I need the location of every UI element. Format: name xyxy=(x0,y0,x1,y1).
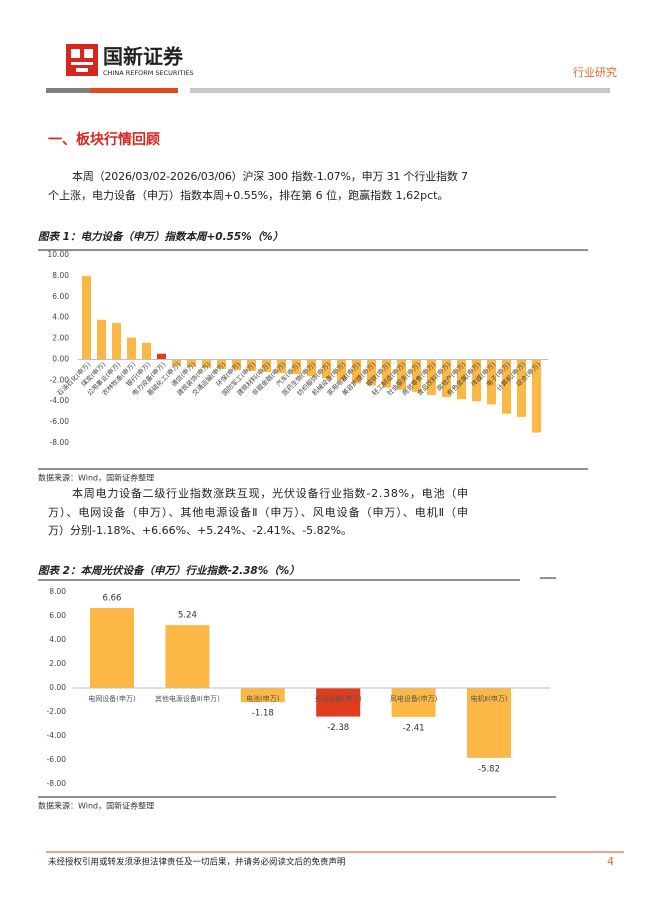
bar xyxy=(322,359,331,379)
bar xyxy=(391,688,436,717)
logo-mark xyxy=(71,49,80,58)
page-number: 4 xyxy=(607,855,614,868)
bar xyxy=(262,359,271,372)
bar xyxy=(442,359,451,398)
paragraph-line: 万）分别-1.18%、+6.66%、+5.24%、-2.41%、-5.82%。 xyxy=(48,524,352,537)
bar xyxy=(277,359,286,374)
y-tick-label: 4.00 xyxy=(52,313,69,322)
y-tick-label: 0.00 xyxy=(52,354,69,363)
paragraph-line: 本周（2026/03/02-2026/03/06）沪深 300 指数-1.07%… xyxy=(72,169,468,183)
logo-mark xyxy=(84,49,93,58)
y-tick-label: -8.00 xyxy=(50,438,70,447)
bar xyxy=(97,319,106,360)
bar xyxy=(457,359,466,400)
data-label: 5.24 xyxy=(178,611,197,621)
bar xyxy=(397,359,406,390)
x-tick-label: 其他电源设备Ⅱ(申万) xyxy=(155,694,220,703)
bar xyxy=(217,359,226,369)
paragraph-line: 万）、电网设备（申万）、其他电源设备Ⅱ（申万）、风电设备（申万）、电机Ⅱ（申 xyxy=(48,505,468,519)
bar xyxy=(232,359,241,370)
chart-title: 图表 2：本周光伏设备（申万）行业指数-2.38%（%） xyxy=(38,564,300,577)
bar xyxy=(142,342,151,360)
bar xyxy=(352,359,361,384)
bar xyxy=(292,359,301,375)
x-tick-label: 光伏设备(申万) xyxy=(314,694,362,703)
x-tick-label: 风电设备(申万) xyxy=(390,694,438,703)
disclaimer: 未经授权引用或转发须承担法律责任及一切后果，并请务必阅读文后的免责声明 xyxy=(48,857,346,868)
bar xyxy=(337,359,346,381)
chart-source: 数据来源：Wind，国新证券整理 xyxy=(38,473,154,483)
y-tick-label: 4.00 xyxy=(49,635,66,644)
bar xyxy=(367,359,376,386)
bar xyxy=(517,359,526,417)
bar xyxy=(412,359,421,392)
paragraph-line: 个上涨，电力设备（申万）指数本周+0.55%，排在第 6 位，跑赢指数 1,62… xyxy=(48,188,448,202)
section-title: 一、板块行情回顾 xyxy=(48,131,160,148)
y-tick-label: 2.00 xyxy=(49,659,66,668)
y-tick-label: -4.00 xyxy=(47,731,67,740)
bar xyxy=(240,688,285,703)
bar xyxy=(157,353,166,360)
header-bar xyxy=(90,88,178,93)
bar xyxy=(307,359,316,377)
bar xyxy=(467,688,511,758)
y-tick-label: 8.00 xyxy=(49,587,66,596)
bar xyxy=(202,359,211,368)
y-tick-label: -2.00 xyxy=(50,375,70,384)
y-tick-label: 6.00 xyxy=(52,292,69,301)
data-label: 6.66 xyxy=(103,594,122,604)
logo-text: 国新证券 xyxy=(103,45,184,69)
bar xyxy=(316,688,361,717)
bar xyxy=(472,359,481,402)
data-label: -5.82 xyxy=(478,764,500,774)
bar xyxy=(532,359,541,433)
data-label: -2.38 xyxy=(327,723,349,733)
x-tick-label: 电池(申万) xyxy=(246,694,280,703)
data-label: -2.41 xyxy=(403,723,425,733)
bar xyxy=(172,359,181,366)
x-tick-label: 电网设备(申万) xyxy=(88,694,136,703)
header-bar xyxy=(190,88,610,93)
chart-source: 数据来源：Wind，国新证券整理 xyxy=(38,801,154,811)
logo-mark xyxy=(76,68,88,72)
bar xyxy=(382,359,391,388)
report-category: 行业研究 xyxy=(573,65,617,79)
bar xyxy=(187,359,196,367)
bar xyxy=(82,275,91,360)
logo-mark xyxy=(71,62,93,65)
bar xyxy=(165,625,210,688)
data-label: -1.18 xyxy=(252,709,274,719)
bar xyxy=(502,359,511,414)
bar xyxy=(112,322,121,360)
logo-subtext: CHINA REFORM SECURITIES xyxy=(103,69,193,77)
logo: 国新证券 CHINA REFORM SECURITIES xyxy=(66,44,193,77)
chart-title: 图表 1：电力设备（申万）指数本周+0.55%（%） xyxy=(38,230,283,243)
header-bar xyxy=(46,88,90,93)
y-tick-label: -6.00 xyxy=(50,417,70,426)
bar xyxy=(90,608,134,688)
bar xyxy=(247,359,256,371)
y-tick-label: 10.00 xyxy=(48,250,70,259)
y-tick-label: 8.00 xyxy=(52,271,69,280)
paragraph-line: 本周电力设备二级行业指数涨跌互现，光伏设备行业指数-2.38%，电池（申 xyxy=(72,486,468,500)
y-tick-label: -4.00 xyxy=(50,396,70,405)
bar xyxy=(487,359,496,405)
bar xyxy=(427,359,436,395)
y-tick-label: 0.00 xyxy=(49,683,66,692)
y-tick-label: 2.00 xyxy=(52,334,69,343)
y-tick-label: -2.00 xyxy=(47,707,67,716)
x-tick-label: 电机Ⅱ(申万) xyxy=(471,694,508,703)
y-tick-label: -6.00 xyxy=(47,755,67,764)
y-tick-label: -8.00 xyxy=(47,779,67,788)
bar xyxy=(127,337,136,360)
y-tick-label: 6.00 xyxy=(49,611,66,620)
